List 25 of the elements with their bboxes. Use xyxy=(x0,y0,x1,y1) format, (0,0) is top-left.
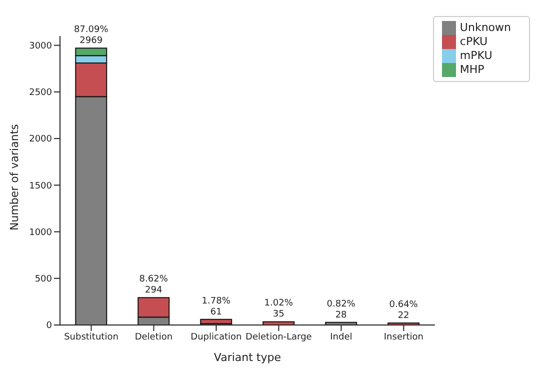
x-tick-label: Deletion xyxy=(134,332,173,342)
legend-label: mPKU xyxy=(460,49,492,62)
y-tick-label: 0 xyxy=(46,321,52,332)
y-tick-label: 1000 xyxy=(29,228,52,238)
x-tick-label: Indel xyxy=(330,332,352,342)
y-axis-title: Number of variants xyxy=(8,124,21,230)
x-axis-title: Variant type xyxy=(214,351,282,364)
legend-label: cPKU xyxy=(460,35,488,48)
total-label: 1.02% 35 xyxy=(264,298,294,320)
legend-label: MHP xyxy=(460,63,484,76)
y-tick-label: 3000 xyxy=(29,42,52,52)
total-label: 8.62% 294 xyxy=(139,274,168,296)
x-tick-label: Duplication xyxy=(190,332,242,342)
legend-label: Unknown xyxy=(460,21,511,34)
y-tick-label: 2000 xyxy=(29,134,52,145)
x-tick-label: Insertion xyxy=(384,332,424,342)
y-tick-label: 1500 xyxy=(29,181,52,192)
total-label: 0.82% 28 xyxy=(326,299,356,320)
y-tick-label: 500 xyxy=(34,274,52,285)
total-label: 0.64% 22 xyxy=(389,300,418,321)
total-label: 1.78% 61 xyxy=(202,296,231,318)
x-tick-label: Deletion-Large xyxy=(246,332,312,342)
x-tick-label: Substitution xyxy=(64,332,118,342)
total-label: 87.09% 2969 xyxy=(74,25,109,46)
y-tick-label: 2500 xyxy=(29,88,52,98)
